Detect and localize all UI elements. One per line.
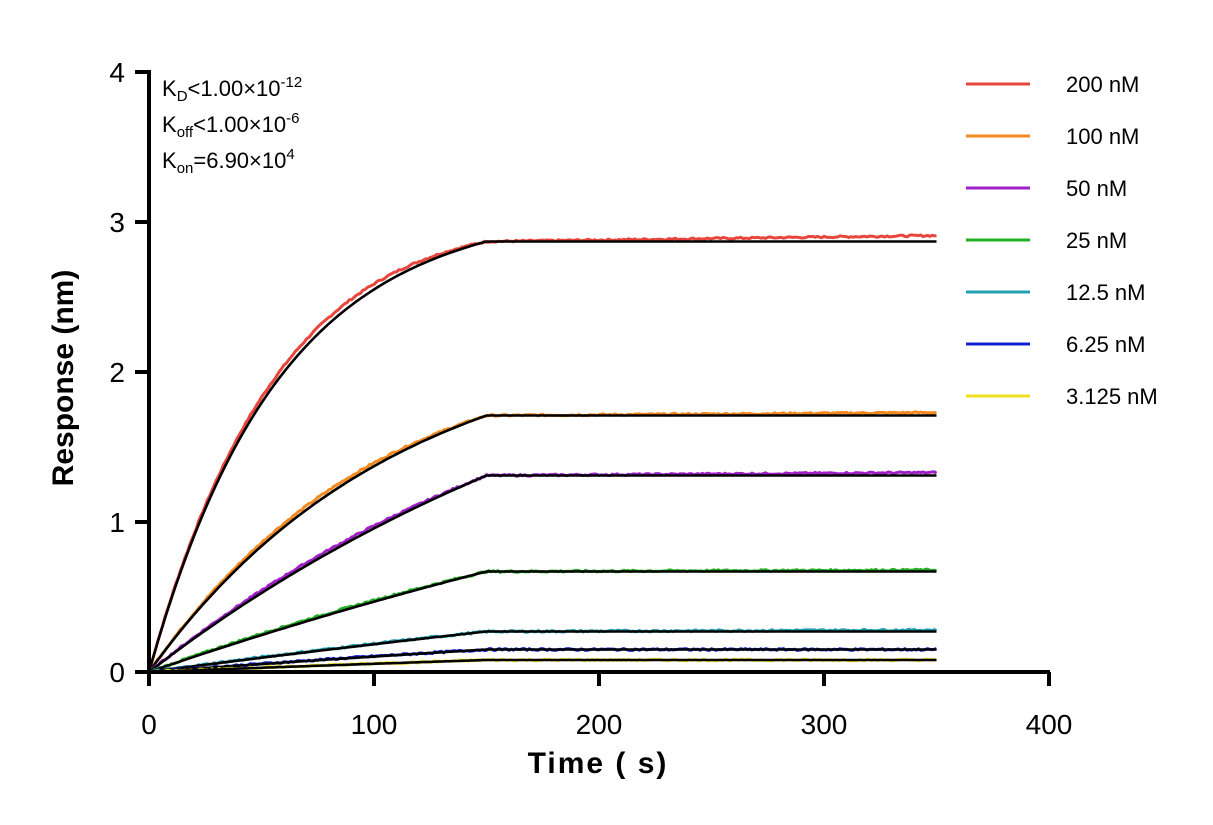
fit-line-3.125-nm [148, 658, 937, 674]
legend: 200 nM 100 nM 50 nM 25 nM 12.5 nM 6.25 nM 3.12… [966, 72, 1158, 409]
fit-line-6.25-nm [148, 648, 937, 674]
y-tick-label: 4 [109, 57, 125, 88]
legend-label: 6.25 nM [1066, 332, 1146, 357]
legend-label: 100 nM [1066, 124, 1139, 149]
x-tick-label: 0 [141, 709, 157, 740]
ticks-layer: 0 100 200 300 400 0 1 2 3 4 [109, 57, 1072, 740]
y-tick-label: 0 [109, 657, 125, 688]
x-axis-title: Time ( s) [528, 747, 669, 780]
x-tick-label: 200 [576, 709, 623, 740]
y-tick-label: 1 [109, 507, 125, 538]
series-layer [147, 233, 938, 674]
y-tick-label: 2 [109, 357, 125, 388]
y-axis-title: Response (nm) [47, 270, 80, 487]
y-tick-label: 3 [109, 207, 125, 238]
x-tick-label: 100 [351, 709, 398, 740]
fit-line-100-nm [147, 414, 937, 673]
series-line-200-nm [147, 233, 937, 673]
legend-label: 3.125 nM [1066, 384, 1158, 409]
kon-label: Kon=6.90×104 [162, 146, 295, 177]
legend-label: 25 nM [1066, 228, 1127, 253]
kd-label: KD<1.00×10-12 [162, 74, 302, 105]
legend-label: 12.5 nM [1066, 280, 1146, 305]
kinetics-annotation: KD<1.00×10-12 Koff<1.00×10-6 Kon=6.90×10… [162, 74, 302, 177]
fit-line-25-nm [148, 570, 937, 674]
x-tick-label: 400 [1026, 709, 1073, 740]
koff-label: Koff<1.00×10-6 [162, 110, 299, 141]
fit-line-12.5-nm [148, 630, 937, 674]
fit-line-200-nm [147, 240, 937, 673]
legend-label: 50 nM [1066, 176, 1127, 201]
legend-label: 200 nM [1066, 72, 1139, 97]
fit-line-50-nm [148, 474, 937, 674]
x-tick-label: 300 [801, 709, 848, 740]
